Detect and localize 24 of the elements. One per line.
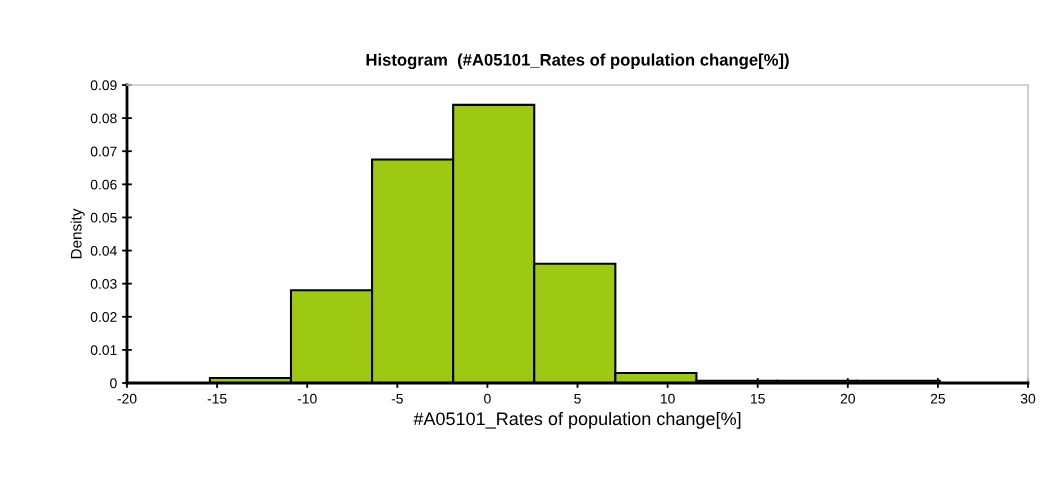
y-tick-label: 0.09 [90, 80, 117, 91]
y-axis-title: Density [70, 208, 85, 259]
x-tick-label: 30 [1020, 393, 1036, 404]
y-tick-label: 0.05 [90, 212, 117, 223]
chart-title: Histogram (#A05101_Rates of population change[%]) [366, 53, 789, 70]
x-tick-label: 0 [484, 393, 491, 404]
x-tick-label: 15 [751, 393, 765, 404]
x-tick-label: -10 [297, 393, 317, 404]
y-tick-label: 0.06 [90, 179, 117, 190]
y-tick-label: 0.07 [90, 146, 117, 157]
x-tick-label: -5 [391, 393, 403, 404]
y-tick-label: 0.02 [90, 312, 117, 322]
x-tick-label: 5 [574, 393, 581, 404]
x-tick-label: -15 [207, 393, 227, 404]
y-tick-label: 0.08 [90, 113, 117, 124]
y-tick-label: 0.04 [90, 245, 117, 256]
x-tick-label: 10 [660, 393, 675, 404]
y-tick-label: 0.03 [90, 279, 117, 289]
x-tick-label: 25 [930, 393, 946, 404]
y-tick-label: 0 [110, 378, 117, 389]
x-tick-label: -20 [117, 393, 137, 404]
y-tick-label: 0.01 [90, 345, 117, 356]
x-axis-title: #A05101_Rates of population change[%] [413, 411, 741, 429]
x-tick-label: 20 [840, 393, 855, 404]
